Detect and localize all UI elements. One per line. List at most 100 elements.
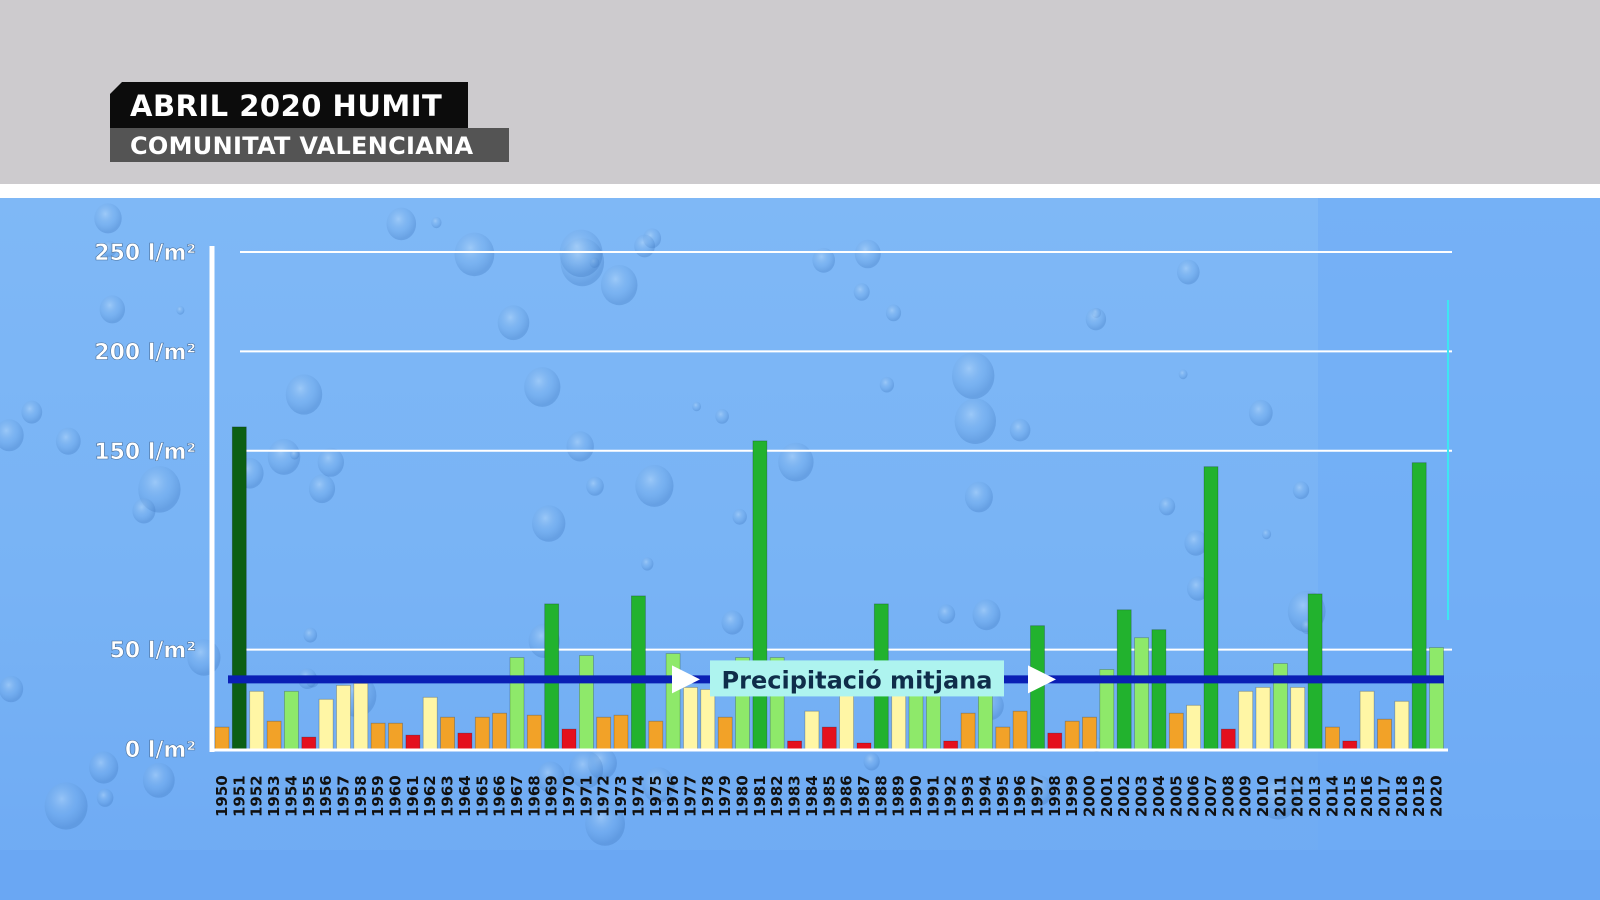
- bar-1996: [1012, 710, 1028, 750]
- bar-1974: [631, 595, 646, 750]
- x-tick-label: 1958: [352, 775, 370, 817]
- bars: [214, 426, 1444, 750]
- bar-1964: [457, 732, 473, 750]
- bar-1979: [717, 716, 733, 750]
- bar-1958: [353, 683, 369, 750]
- bar-1994: [978, 689, 993, 750]
- raindrop: [267, 438, 301, 475]
- bar-2014: [1325, 726, 1340, 750]
- x-tick-label: 1975: [647, 775, 665, 817]
- chart-title: ABRIL 2020 HUMIT: [110, 82, 469, 128]
- bar-2007: [1203, 466, 1219, 750]
- bar-1966: [492, 712, 508, 750]
- bar-1965: [474, 716, 490, 750]
- bar-1977: [683, 687, 698, 750]
- raindrop: [317, 447, 344, 477]
- x-tick-label: 1962: [421, 775, 439, 817]
- y-tick-label: 250 l/m²: [94, 241, 196, 266]
- raindrop: [176, 305, 185, 315]
- bar-2010: [1255, 687, 1271, 750]
- average-label: Precipitació mitjana: [722, 666, 993, 694]
- average-label-box: [710, 660, 1004, 697]
- x-tick-label: 1965: [473, 775, 491, 817]
- arrow-right-icon: [1028, 665, 1056, 694]
- x-tick-label: 2019: [1410, 775, 1428, 817]
- x-tick-label: 1981: [751, 775, 769, 817]
- raindrop: [497, 305, 530, 341]
- bar-2015: [1342, 740, 1358, 750]
- bar-1954: [283, 690, 299, 750]
- bar-1953: [266, 720, 282, 750]
- bar-1992: [943, 740, 959, 750]
- x-tick-label: 2011: [1271, 775, 1289, 817]
- raindrop: [532, 505, 566, 542]
- x-tick-label: 1955: [300, 775, 318, 817]
- x-tick-label: 1999: [1063, 775, 1081, 817]
- raindrop: [559, 229, 603, 277]
- bar-1999: [1064, 720, 1080, 750]
- x-tick-label: 1983: [786, 775, 804, 817]
- x-tick-label: 1971: [577, 775, 595, 817]
- raindrop: [692, 401, 701, 412]
- x-tick-label: 2009: [1237, 775, 1255, 817]
- raindrop: [96, 788, 114, 807]
- raindrop: [94, 203, 122, 234]
- x-tick-label: 1976: [664, 775, 682, 817]
- bar-2020: [1429, 647, 1444, 750]
- raindrop: [937, 604, 956, 624]
- x-tick-label: 1992: [942, 775, 960, 817]
- x-tick-label: 2015: [1341, 775, 1359, 817]
- bar-2000: [1082, 716, 1097, 750]
- x-tick-label: 1954: [282, 775, 300, 817]
- raindrop: [290, 449, 300, 460]
- bar-1971: [579, 655, 594, 750]
- x-tick-label: 2001: [1098, 775, 1116, 817]
- x-tick-label: 1970: [560, 775, 578, 817]
- raindrop: [600, 265, 638, 306]
- x-tick-label: 2010: [1254, 775, 1272, 817]
- raindrop: [0, 675, 24, 703]
- bar-2016: [1359, 690, 1375, 750]
- raindrop: [954, 398, 996, 445]
- x-tick-label: 2000: [1081, 775, 1099, 817]
- x-tick-label: 2007: [1202, 775, 1220, 817]
- y-tick-label: 200 l/m²: [94, 340, 196, 365]
- x-tick-label: 1950: [213, 775, 231, 817]
- bar-1963: [440, 716, 456, 750]
- bar-1970: [561, 728, 577, 750]
- x-tick-label: 1994: [976, 775, 994, 817]
- bar-2019: [1411, 462, 1427, 750]
- bar-1978: [700, 689, 716, 750]
- x-tick-label: 1996: [1011, 775, 1029, 817]
- raindrop: [431, 217, 442, 229]
- x-tick-label: 2008: [1219, 775, 1237, 817]
- raindrop: [99, 295, 126, 324]
- x-tick-label: 2014: [1323, 775, 1341, 817]
- bar-1962: [422, 696, 438, 750]
- x-tick-label: 1989: [890, 775, 908, 817]
- x-tick-label: 1984: [803, 775, 821, 817]
- x-tick-label: 2005: [1167, 775, 1185, 817]
- x-tick-label: 1977: [682, 775, 700, 817]
- raindrop: [778, 442, 814, 482]
- bar-2005: [1168, 712, 1184, 750]
- raindrop: [1177, 259, 1200, 285]
- bar-2003: [1134, 637, 1149, 750]
- x-tick-label: 1985: [820, 775, 838, 817]
- raindrop: [0, 419, 24, 452]
- bar-1995: [995, 726, 1011, 750]
- bar-1986: [839, 694, 854, 750]
- bar-2018: [1394, 700, 1410, 750]
- bar-2017: [1377, 718, 1392, 750]
- x-tick-label: 2004: [1150, 775, 1168, 817]
- raindrop: [586, 476, 604, 496]
- x-tick-label: 1951: [230, 775, 248, 817]
- bar-1960: [388, 722, 403, 750]
- x-tick-label: 2018: [1393, 775, 1411, 817]
- raindrop: [569, 751, 604, 789]
- raindrop: [1178, 369, 1188, 380]
- x-tick-label: 2012: [1289, 775, 1307, 817]
- raindrop: [634, 234, 655, 258]
- gridlines: [240, 251, 1452, 651]
